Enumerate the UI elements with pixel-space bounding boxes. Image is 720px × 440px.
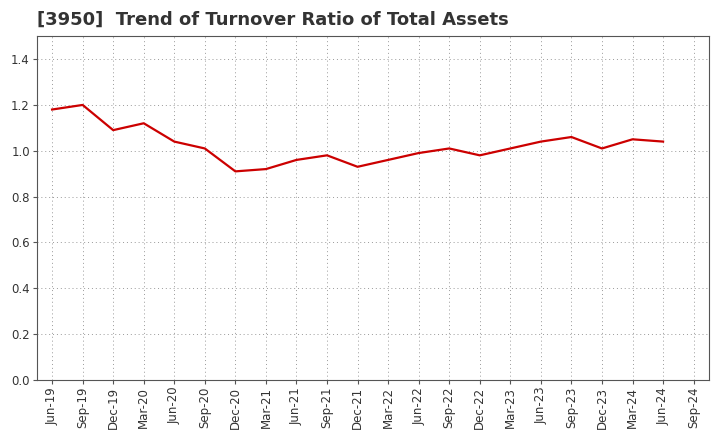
Text: [3950]  Trend of Turnover Ratio of Total Assets: [3950] Trend of Turnover Ratio of Total … xyxy=(37,11,508,29)
